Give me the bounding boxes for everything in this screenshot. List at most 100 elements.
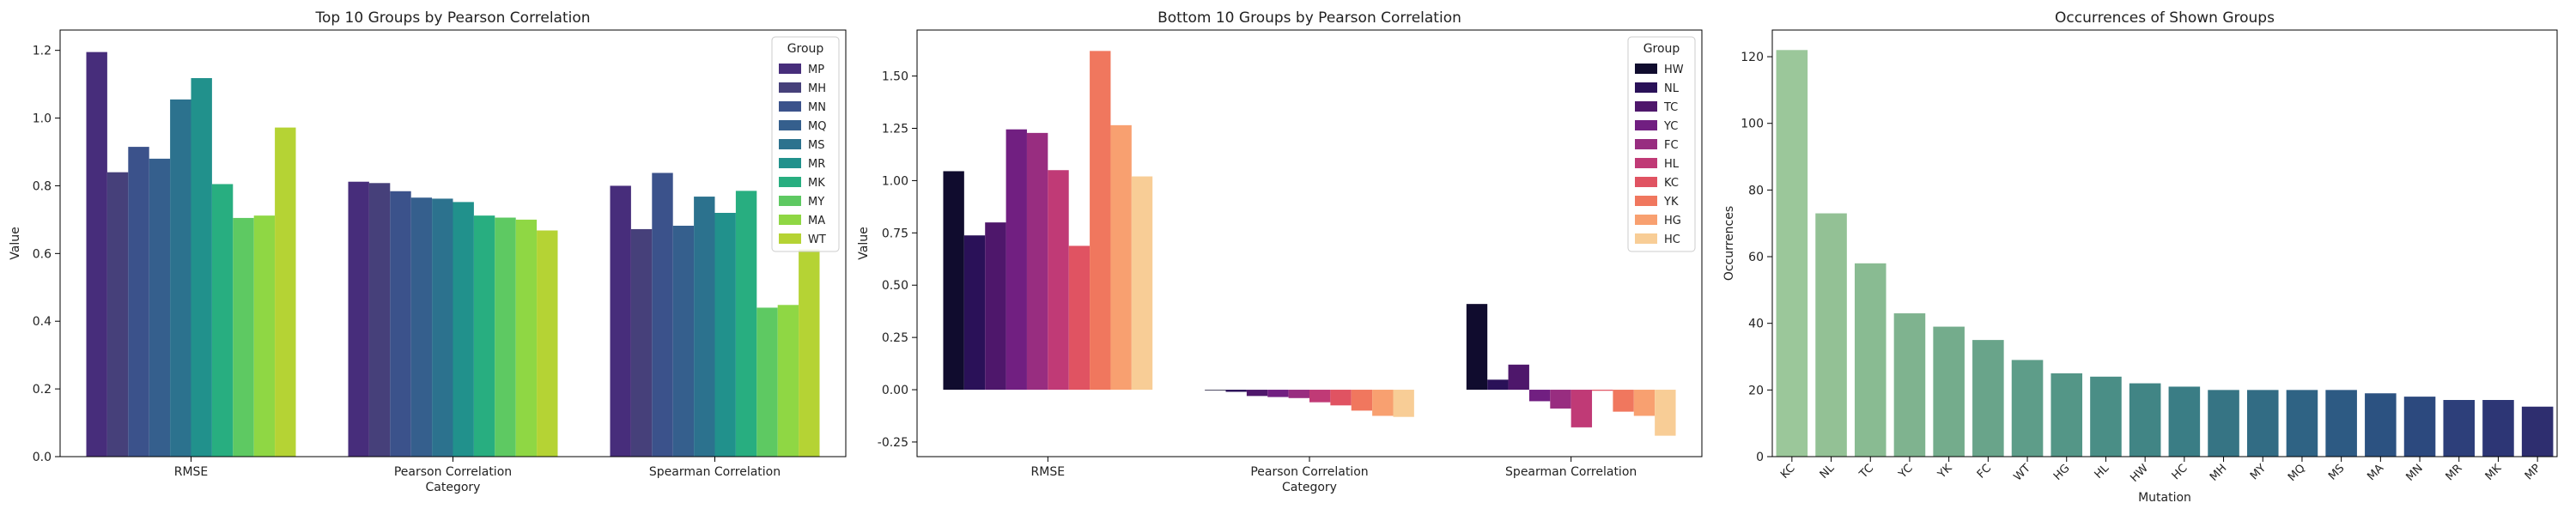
legend-swatch-MH: [779, 82, 801, 93]
x-tick-label: Spearman Correlation: [1505, 465, 1637, 479]
bar-MS-1: [432, 198, 453, 457]
bar-WT: [2011, 360, 2044, 457]
legend-label-YK: YK: [1663, 196, 1679, 209]
axes-frame: [1771, 29, 2558, 457]
legend-label-HL: HL: [1664, 158, 1680, 171]
y-tick-label: 120: [1741, 51, 1764, 64]
bar-NL-2: [1487, 379, 1509, 391]
x-tick-label: HC: [2170, 462, 2190, 482]
legend-swatch-HW: [1635, 64, 1657, 74]
legend-label-MH: MH: [808, 82, 826, 95]
bar-HL: [2090, 376, 2122, 457]
legend-swatch-MP: [779, 64, 801, 74]
y-tick-label: 0.50: [882, 279, 908, 293]
legend-swatch-MN: [779, 101, 801, 112]
y-axis-label: Value: [857, 227, 871, 259]
bar-HG: [2050, 373, 2083, 457]
legend-swatch-YK: [1635, 196, 1657, 206]
legend-label-TC: TC: [1663, 101, 1678, 114]
bar-YC-0: [1005, 129, 1027, 391]
bar-TC-0: [985, 222, 1006, 391]
y-tick-label: -0.25: [878, 436, 908, 450]
bar-MH-1: [368, 183, 391, 457]
bar-YK-0: [1090, 51, 1111, 391]
legend-swatch-WT: [779, 233, 801, 244]
bar-FC-0: [1026, 132, 1048, 391]
bar-MY: [2246, 390, 2279, 457]
y-tick-label: 0.75: [882, 227, 908, 240]
y-tick-label: 60: [1748, 251, 1764, 264]
bar-YC-1: [1267, 390, 1289, 397]
bar-MK-1: [473, 215, 495, 457]
chart-panel-3: Occurrences of Shown Groups 0 20 40 60 80 100 1…: [1722, 9, 2558, 505]
legend-label-NL: NL: [1664, 82, 1680, 95]
bar-MQ: [2286, 390, 2318, 457]
bar-MR: [2443, 399, 2476, 457]
y-tick-label: 1.50: [882, 70, 908, 84]
legend-label-KC: KC: [1664, 177, 1679, 190]
bar-HW: [2129, 383, 2161, 457]
x-tick-label: YC: [1896, 462, 1916, 482]
y-tick-label: 0.00: [882, 384, 908, 397]
bar-HW-2: [1466, 304, 1488, 391]
legend-title: Group: [787, 42, 824, 56]
legend-label-MQ: MQ: [808, 120, 826, 133]
bar-WT-2: [799, 249, 820, 457]
bar-KC-1: [1330, 390, 1352, 406]
bar-MR-0: [191, 78, 212, 457]
y-axis-label: Occurrences: [1722, 206, 1736, 281]
x-tick-label: MY: [2248, 462, 2269, 482]
legend-label-YC: YC: [1663, 120, 1678, 133]
x-tick-label: MN: [2403, 462, 2425, 483]
x-tick-label: RMSE: [1031, 465, 1066, 479]
chart-title: Occurrences of Shown Groups: [2055, 9, 2275, 27]
legend-swatch-KC: [1635, 177, 1657, 187]
bar-YK-2: [1613, 390, 1634, 412]
x-tick-label: FC: [1975, 462, 1994, 481]
bar-MS: [2325, 390, 2357, 457]
bar-TC-2: [1508, 364, 1529, 391]
bar-MS-2: [694, 197, 715, 457]
bar-MH-2: [630, 228, 653, 457]
y-tick-label: 40: [1748, 318, 1764, 331]
chart-title: Top 10 Groups by Pearson Correlation: [314, 9, 590, 27]
x-tick-label: KC: [1778, 462, 1798, 482]
legend: Group HW NL TC YC FC HL KC YK HG HC: [1627, 36, 1696, 252]
x-tick-label: MA: [2365, 462, 2386, 483]
bar-HC-2: [1655, 390, 1676, 436]
legend-swatch-NL: [1635, 82, 1657, 93]
bar-HW-1: [1205, 390, 1226, 391]
bar-MS-0: [170, 99, 191, 457]
bar-TC: [1854, 263, 1886, 457]
bar-WT-0: [275, 127, 296, 457]
bar-NL: [1815, 213, 1847, 457]
legend-label-MK: MK: [808, 177, 825, 190]
bar-HC: [2168, 386, 2201, 457]
bar-KC-0: [1068, 245, 1091, 391]
legend-swatch-MA: [779, 215, 801, 225]
legend-label-MS: MS: [808, 139, 824, 152]
bar-NL-0: [963, 235, 986, 391]
bar-YK-1: [1351, 390, 1373, 411]
x-tick-label: Pearson Correlation: [394, 465, 512, 479]
y-tick-label: 20: [1748, 384, 1764, 397]
y-tick-label: 1.0: [33, 112, 52, 126]
bar-HG-0: [1110, 124, 1132, 391]
bar-TC-1: [1246, 390, 1268, 397]
x-tick-label: MS: [2326, 462, 2347, 482]
bar-MY-0: [233, 217, 254, 457]
bar-MY-1: [495, 217, 516, 457]
bar-HC-1: [1393, 390, 1414, 417]
legend-label-MA: MA: [808, 215, 825, 227]
bar-HC-0: [1131, 176, 1153, 391]
y-tick-label: 0.0: [33, 451, 52, 464]
y-tick-label: 0.8: [33, 179, 52, 193]
y-tick-label: 100: [1741, 118, 1764, 131]
bar-MK: [2482, 399, 2514, 457]
bar-HG-2: [1633, 390, 1656, 416]
legend-swatch-MS: [779, 139, 801, 149]
bar-HL-0: [1048, 170, 1069, 391]
legend-label-MY: MY: [808, 196, 824, 209]
bar-YC: [1893, 313, 1926, 457]
bar-MP: [2521, 406, 2554, 457]
